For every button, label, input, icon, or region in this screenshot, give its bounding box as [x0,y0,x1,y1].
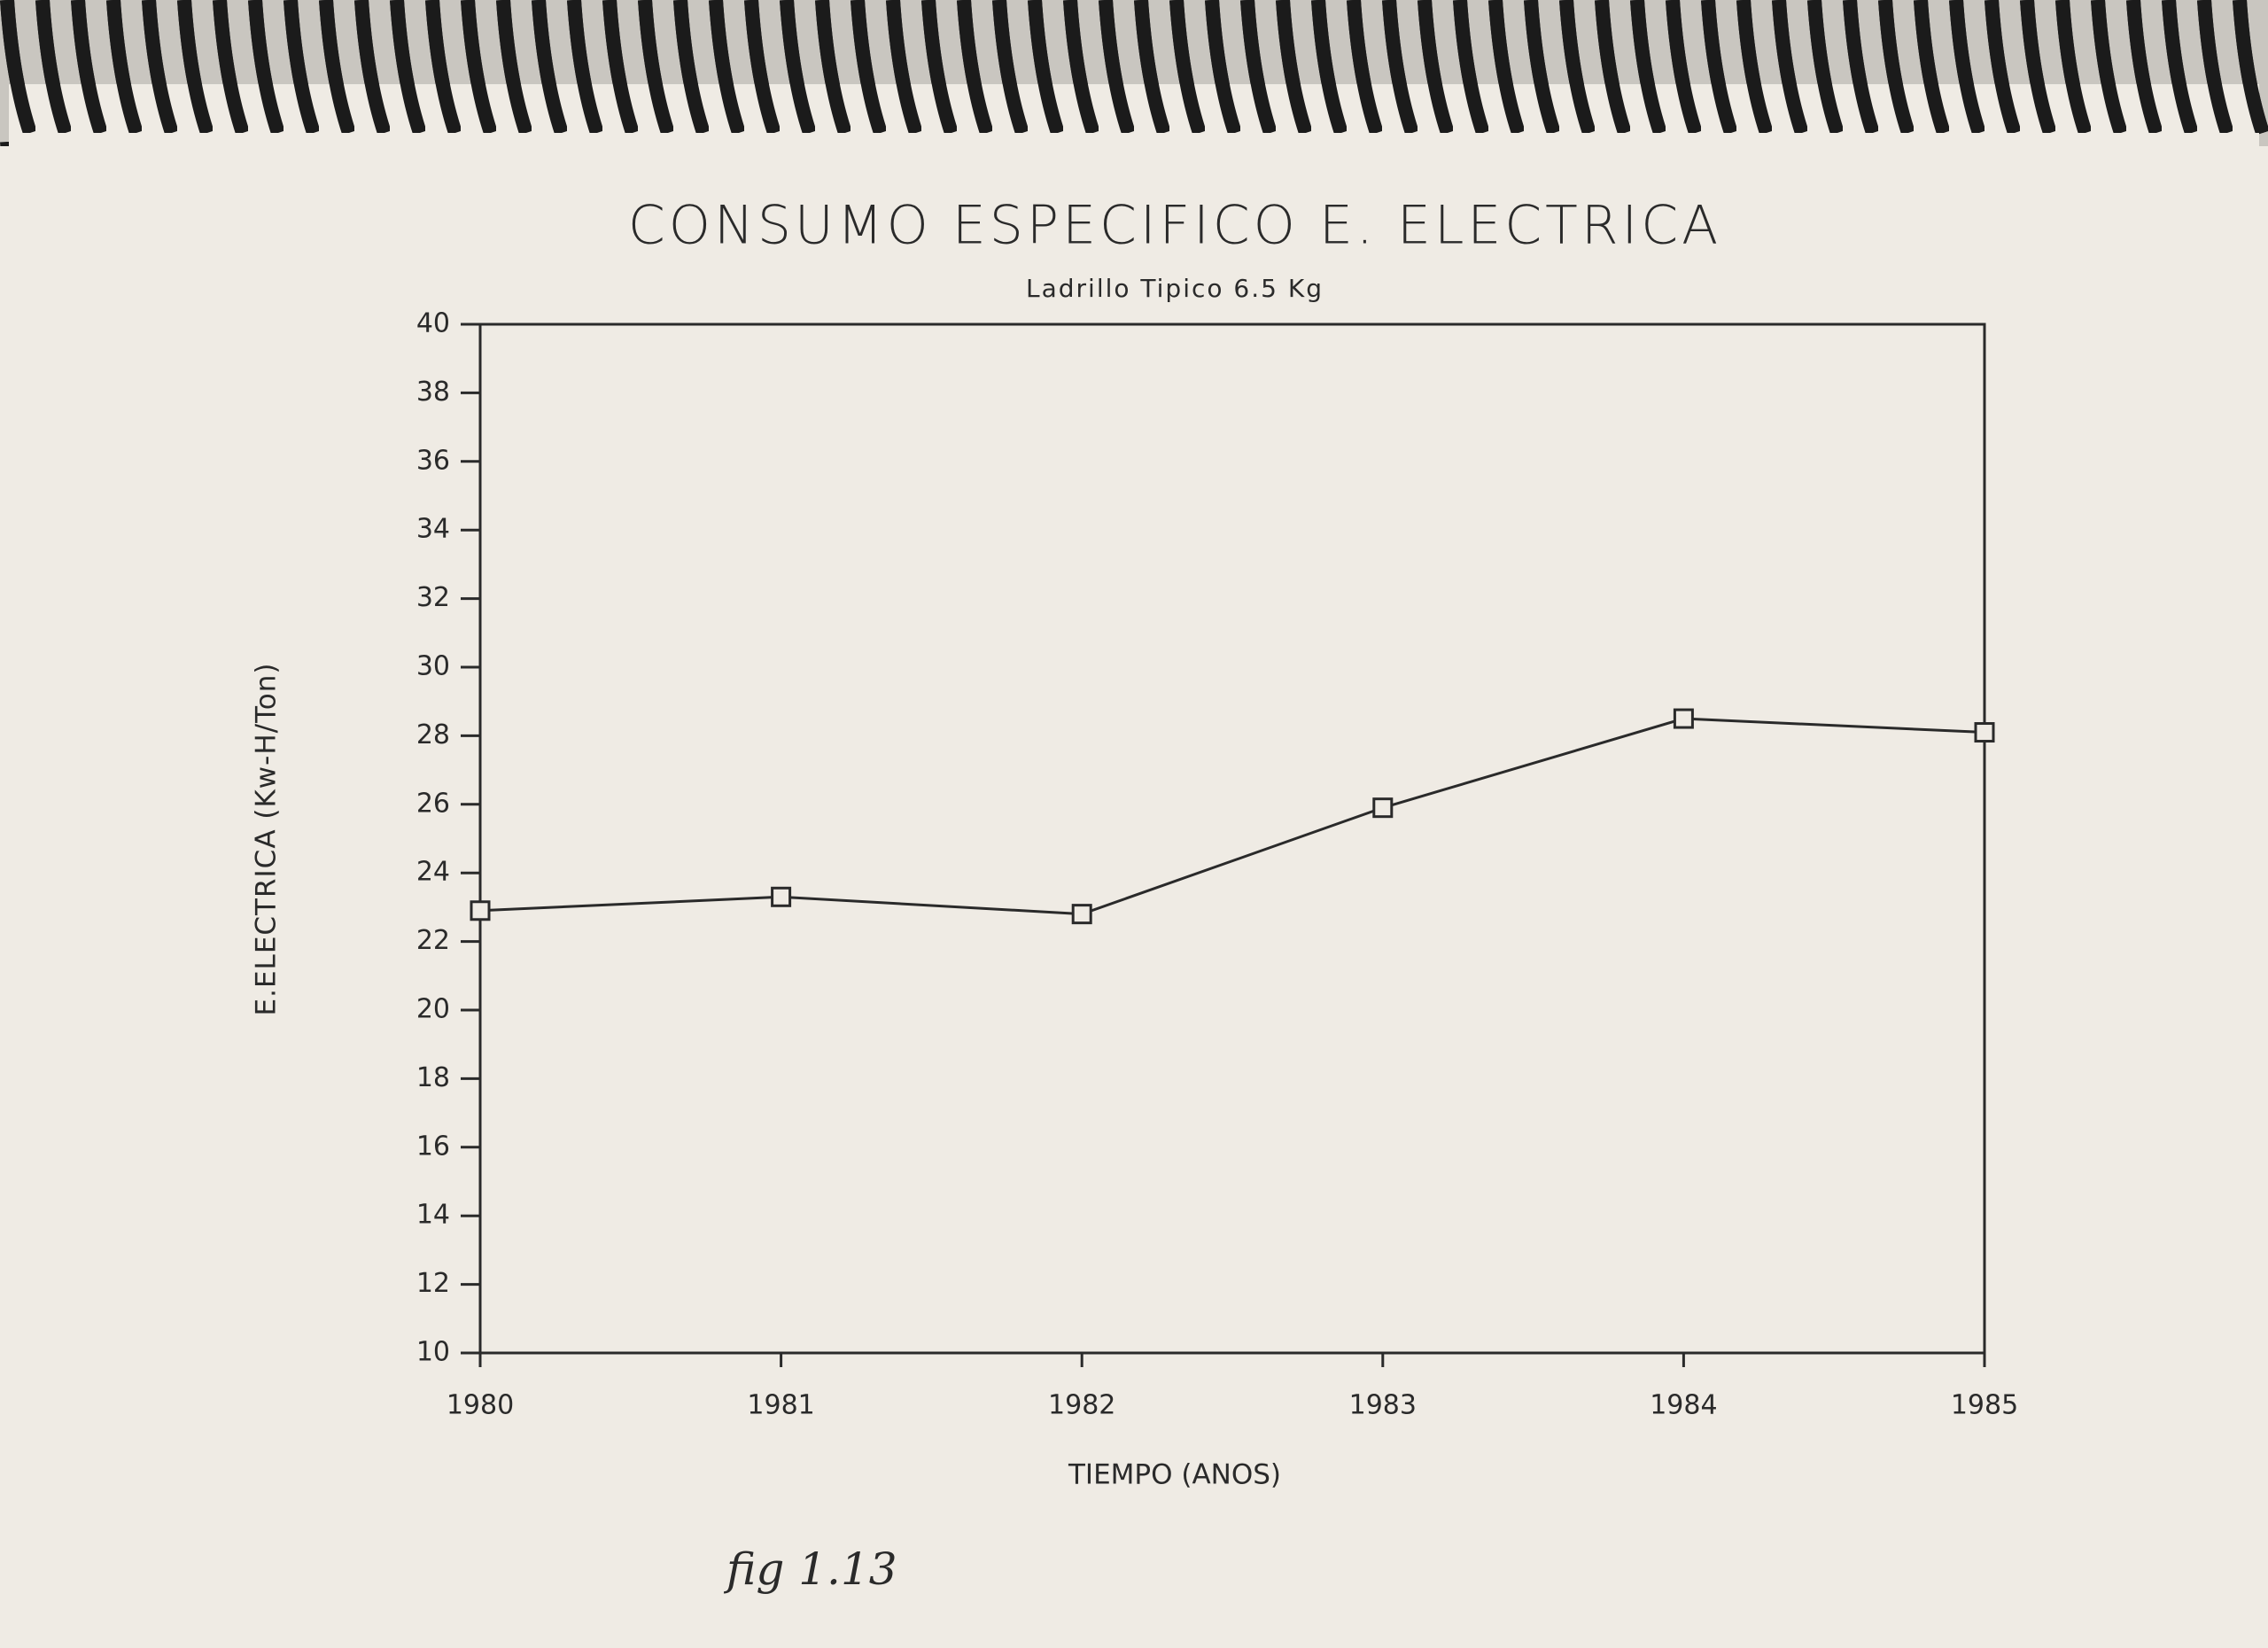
x-tick-label: 1980 [447,1390,514,1421]
y-tick-label: 34 [416,514,450,545]
y-tick-label: 18 [416,1062,450,1093]
x-tick-label: 1982 [1048,1390,1115,1421]
x-axis-label: TIEMPO (ANOS) [1068,1459,1281,1491]
x-tick-label: 1984 [1650,1390,1717,1421]
marker [1071,904,1092,925]
spiral-front [0,0,2268,133]
y-tick-label: 36 [416,445,450,476]
marker [1974,722,1995,743]
line [479,717,1985,916]
y-tick-label: 22 [416,925,450,956]
chart-title: CONSUMO ESPECIFICO E. ELECTRICA [628,195,1721,257]
x-tick-label: 1985 [1951,1390,2018,1421]
plot-frame [478,323,1986,1355]
y-tick-label: 40 [416,308,450,339]
annotation: fig 1.13 [723,1543,897,1595]
paper [9,84,2259,1648]
y-tick-label: 30 [416,651,450,682]
x-tick-label: 1983 [1349,1390,1417,1421]
y-tick-label: 14 [416,1200,450,1231]
y-tick-label: 24 [416,857,450,888]
marker [771,886,792,907]
y-tick-label: 10 [416,1337,450,1368]
y-tick-label: 28 [416,719,450,750]
y-tick-label: 38 [416,377,450,408]
marker [1372,797,1394,819]
y-axis-label: E.ELECTRICA (Kw-H/Ton) [251,663,283,1016]
chart-subtitle: Ladrillo Tipico 6.5 Kg [1026,274,1324,303]
y-tick-label: 12 [416,1268,450,1299]
marker [470,900,491,921]
y-tick-label: 32 [416,582,450,613]
y-tick-label: 20 [416,994,450,1025]
y-tick-label: 16 [416,1131,450,1162]
x-tick-label: 1981 [747,1390,814,1421]
y-tick-label: 26 [416,788,450,819]
marker [1673,708,1694,729]
